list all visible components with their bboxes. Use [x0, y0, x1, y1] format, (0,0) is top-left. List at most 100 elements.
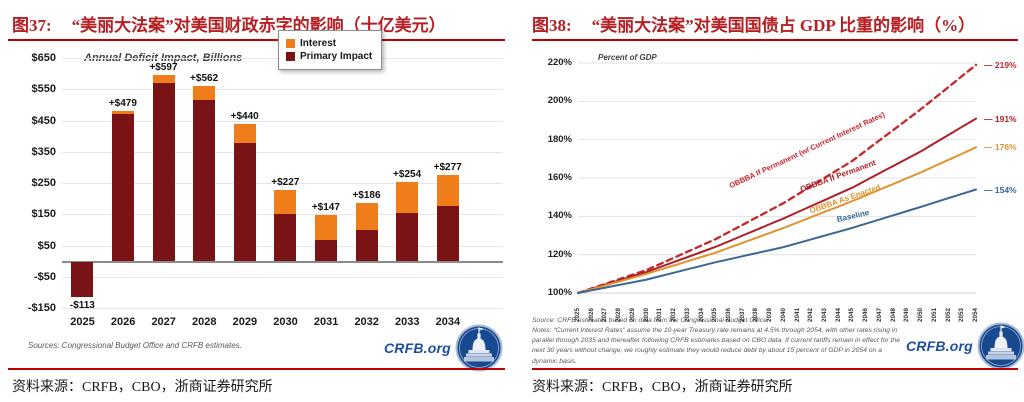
- x-axis-label: 2028: [192, 316, 217, 328]
- y-axis-label: $50: [37, 239, 56, 252]
- bar-interest-segment: [193, 85, 216, 101]
- bar-value-label: +$186: [352, 190, 381, 201]
- x-axis-label: 2047: [875, 307, 883, 322]
- gridline: [62, 276, 503, 278]
- x-axis-label: 2033: [395, 316, 420, 328]
- gridline: [62, 308, 503, 309]
- bar-interest-segment: [233, 123, 256, 143]
- bar-primary-segment: [274, 214, 297, 262]
- figure38-number: 图38:: [532, 16, 572, 35]
- y-axis-label: 160%: [547, 172, 572, 183]
- chart37-source-note: Sources: Congressional Budget Office and…: [28, 341, 242, 350]
- x-axis-label: 2050: [917, 307, 925, 322]
- x-axis-label: 2026: [587, 307, 595, 322]
- series-line-3: [577, 146, 977, 294]
- series-end-value-label: — 154%: [984, 184, 1017, 195]
- series-line-1: [576, 63, 978, 295]
- line-chart-plot-area: [576, 62, 978, 295]
- x-axis-label: 2041: [793, 307, 801, 322]
- legend-item: Interest: [286, 38, 372, 49]
- x-axis-label: 2048: [889, 307, 897, 322]
- bar-value-label: +$597: [149, 61, 178, 73]
- x-axis-label: 2049: [903, 307, 911, 322]
- legend-swatch: [286, 52, 295, 61]
- bar-interest-segment: [436, 174, 459, 207]
- y-axis-label: -$50: [33, 270, 56, 283]
- legend-item: Primary Impact: [286, 51, 372, 62]
- x-axis-label: 2033: [683, 307, 691, 322]
- legend-label: Primary Impact: [300, 51, 373, 62]
- bar-primary-segment: [314, 239, 337, 262]
- x-axis-label: 2029: [628, 307, 636, 322]
- crfb-logo-text: CRFB.org: [906, 338, 973, 354]
- y-axis-label: 100%: [547, 287, 572, 298]
- y-axis-label: $550: [31, 83, 56, 96]
- chart38-axis-title: Percent of GDP: [598, 53, 657, 62]
- x-axis-label: 2030: [273, 316, 298, 328]
- y-axis-label: $650: [31, 52, 56, 64]
- bar-interest-segment: [274, 190, 297, 215]
- bar-value-label: +$479: [108, 98, 137, 110]
- x-axis-label: 2028: [615, 307, 623, 322]
- figure37-caption: 资料来源：CRFB，CBO，浙商证券研究所: [12, 380, 273, 395]
- bar-value-label: +$562: [190, 72, 219, 84]
- series-line-2: [577, 117, 977, 294]
- chart37-legend: Interest Primary Impact: [278, 30, 383, 70]
- gridline: [62, 183, 503, 184]
- x-axis-label: 2035: [711, 307, 719, 322]
- x-axis-label: 2036: [724, 307, 732, 322]
- x-axis-label: 2045: [848, 307, 856, 322]
- x-axis-label: 2026: [110, 316, 136, 328]
- x-axis-label: 2031: [313, 316, 339, 328]
- caption-rule: [8, 368, 505, 370]
- x-axis-label: 2052: [944, 307, 952, 322]
- debt-gdp-line-chart: [576, 60, 980, 298]
- x-axis-label: 2038: [752, 307, 760, 322]
- figure37-number: 图37:: [12, 16, 52, 35]
- x-axis-label: 2032: [670, 307, 678, 322]
- x-axis-label: 2034: [697, 307, 705, 322]
- bar-primary-segment: [355, 229, 378, 262]
- x-axis-label: 2025: [70, 316, 95, 328]
- bar-interest-segment: [314, 215, 337, 240]
- crfb-capitol-badge-icon: [455, 324, 503, 372]
- x-axis-label: 2027: [601, 307, 609, 322]
- x-axis-label: 2032: [354, 316, 379, 328]
- x-axis-label: 2034: [435, 316, 461, 328]
- figure38-panel: 图38: “美丽大法案”对美国国债占 GDP 比重的影响（%） Percent o…: [512, 0, 1024, 402]
- x-axis-label: 2040: [779, 307, 787, 322]
- series-end-value-label: — 176%: [984, 142, 1017, 153]
- series-end-value-label: — 191%: [984, 113, 1017, 124]
- y-axis-label: 140%: [547, 210, 572, 222]
- legend-swatch: [286, 39, 295, 48]
- bar-interest-segment: [355, 203, 378, 230]
- figure37-title-text: “美丽大法案”对美国财政赤字的影响（十亿美元）: [71, 16, 446, 35]
- figure38-title-text: “美丽大法案”对美国国债占 GDP 比重的影响（%）: [591, 16, 976, 35]
- y-axis-label: $150: [31, 208, 56, 221]
- title-rule: [532, 39, 1018, 41]
- gridline: [62, 89, 503, 91]
- deficit-bar-chart: $650 $550 $450 $350 $250 $150 $50 -$50 -$150 -$11…: [28, 52, 503, 328]
- legend-label: Interest: [300, 38, 337, 49]
- y-axis-label: $450: [31, 114, 56, 127]
- x-axis-label: 2025: [574, 307, 581, 322]
- bar-primary-segment: [193, 100, 216, 262]
- bar-primary-segment: [396, 212, 419, 262]
- x-axis-label: 2039: [766, 307, 774, 322]
- title-rule: [8, 39, 505, 41]
- y-axis-label: -$150: [27, 302, 56, 314]
- x-axis-label: 2042: [807, 307, 815, 322]
- bar-value-label: +$277: [433, 161, 462, 173]
- bar-interest-segment: [152, 74, 175, 83]
- figure38-caption: 资料来源：CRFB，CBO，浙商证券研究所: [532, 380, 793, 395]
- y-axis-label: 180%: [547, 133, 572, 145]
- x-axis-label: 2031: [656, 307, 664, 322]
- crfb-logo: CRFB.org: [906, 322, 1024, 370]
- bar-value-label: +$147: [311, 202, 340, 214]
- x-axis-label: 2029: [232, 316, 258, 328]
- x-axis-label: 2027: [151, 316, 176, 328]
- x-axis-label: 2044: [834, 307, 842, 322]
- bar-value-label: -$113: [69, 300, 95, 312]
- crfb-logo: CRFB.org: [384, 324, 503, 372]
